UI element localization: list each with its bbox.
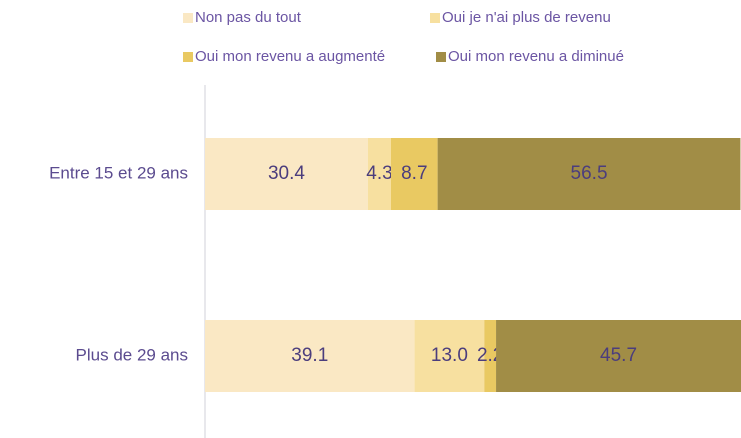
legend-swatch [430, 13, 440, 23]
legend-swatch [436, 52, 446, 62]
bar-segment [414, 320, 485, 392]
category-label: Plus de 29 ans [76, 345, 188, 364]
bar-segment [437, 138, 741, 210]
legend-label: Oui mon revenu a diminué [448, 48, 624, 65]
bar-segment [390, 138, 438, 210]
legend-label: Oui je n'ai plus de revenu [442, 9, 611, 26]
legend-swatch [183, 52, 193, 62]
data-label: 4.3 [366, 163, 392, 184]
data-label: 8.7 [401, 163, 427, 184]
legend-label: Non pas du tout [195, 9, 302, 26]
bar-segment [484, 320, 497, 392]
data-label: 13.0 [431, 345, 468, 366]
data-label: 45.7 [600, 345, 637, 366]
legend-swatch [183, 13, 193, 23]
data-label: 39.1 [291, 345, 328, 366]
bar-segment [496, 320, 741, 392]
category-label: Entre 15 et 29 ans [49, 163, 188, 182]
bar-segment [205, 138, 368, 210]
legend-label: Oui mon revenu a augmenté [195, 48, 385, 65]
data-label: 56.5 [571, 163, 608, 184]
bar-segment [205, 320, 415, 392]
data-label: 30.4 [268, 163, 305, 184]
bar-segment [367, 138, 391, 210]
